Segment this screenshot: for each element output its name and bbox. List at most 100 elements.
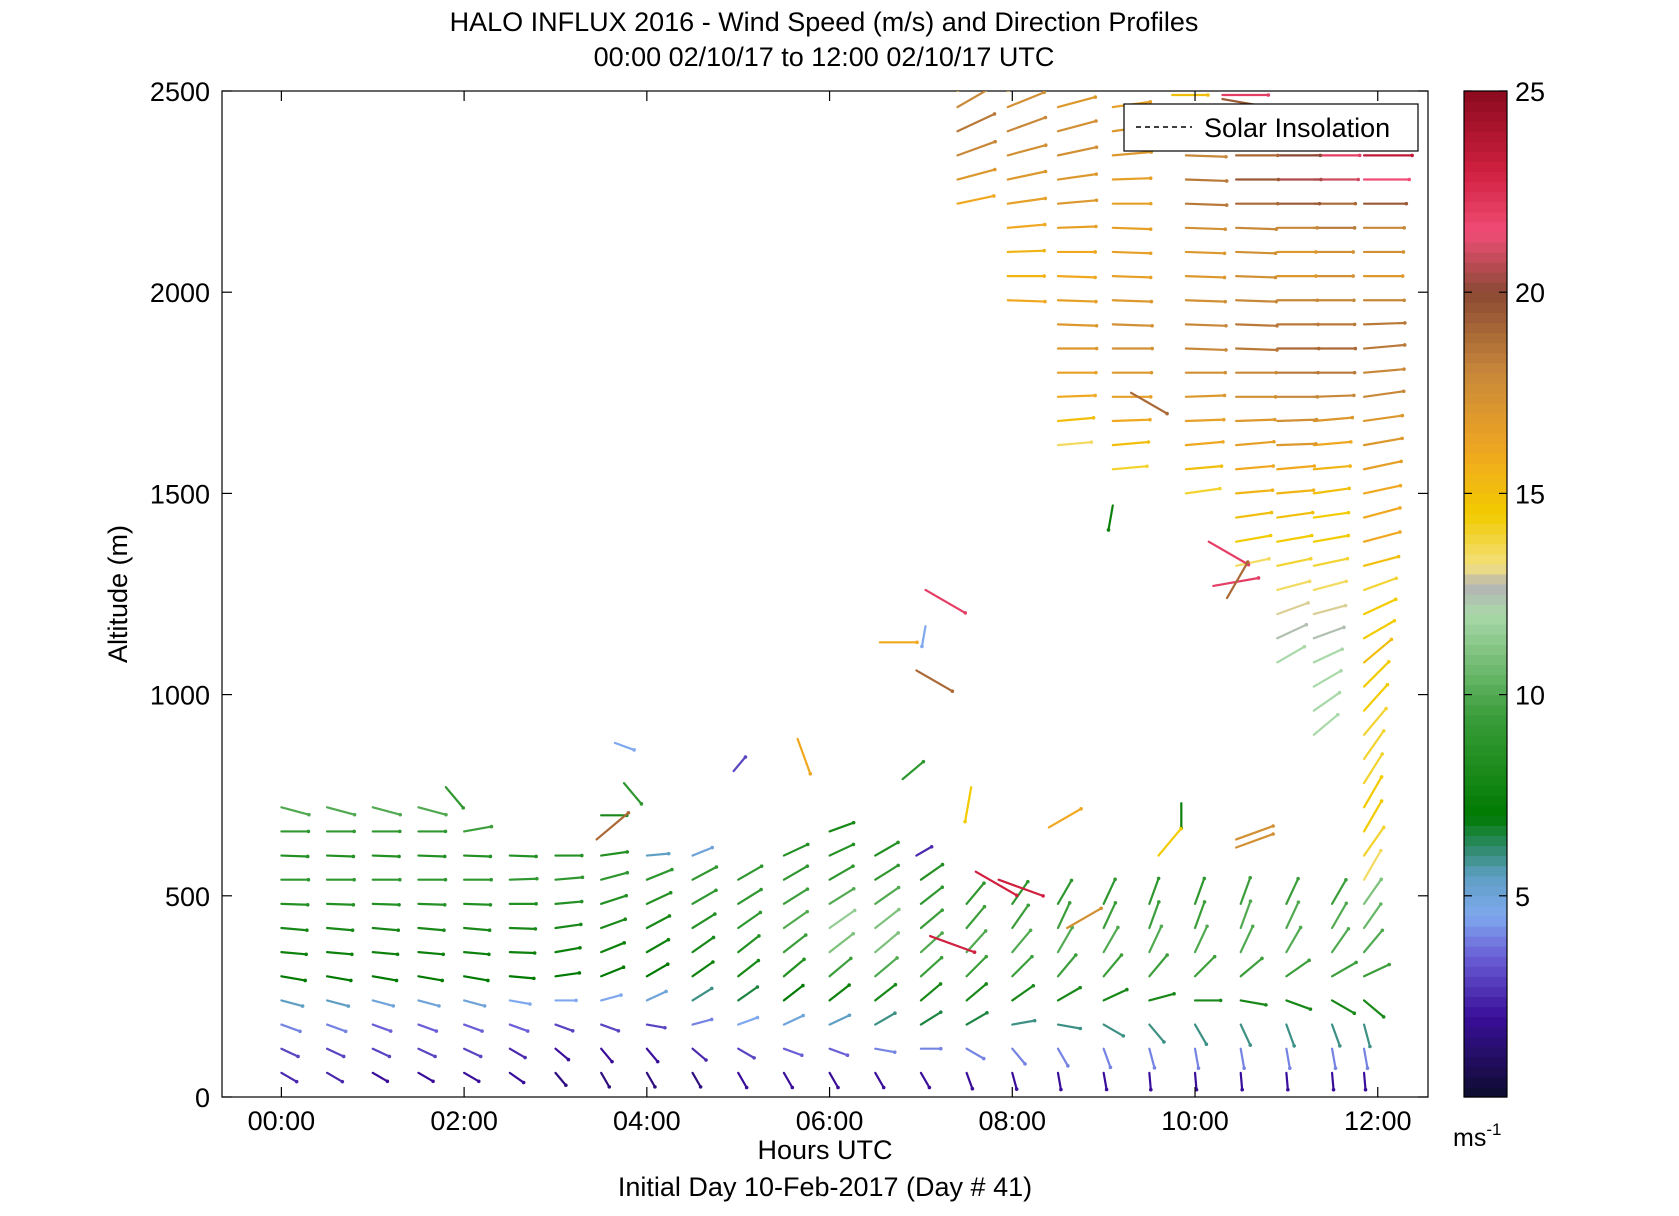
wind-vector-isolated-head: [1271, 824, 1275, 828]
wind-vector-head: [1346, 510, 1351, 515]
wind-vector-isolated: [928, 934, 976, 954]
wind-vector-head: [303, 978, 307, 983]
wind-vector: [1330, 1023, 1341, 1047]
wind-vector: [1235, 534, 1272, 543]
wind-vector-head: [1312, 464, 1317, 468]
wind-vector-head: [1269, 510, 1274, 515]
wind-vector-head: [1314, 441, 1318, 446]
wind-vector-isolated-head: [915, 640, 919, 645]
wind-vector: [828, 1014, 851, 1026]
colorbar-band: [1464, 151, 1507, 163]
wind-vector-head: [713, 912, 717, 916]
wind-vector-head: [443, 829, 448, 834]
wind-vector: [1285, 1047, 1291, 1070]
wind-vector-head: [1387, 962, 1392, 967]
wind-vector-head: [852, 908, 857, 913]
wind-vector-head: [1026, 903, 1031, 908]
wind-vector-head: [1357, 153, 1362, 158]
wind-vector-head: [982, 904, 987, 909]
colorbar-band: [1464, 453, 1507, 464]
wind-vector: [1184, 323, 1228, 327]
wind-vector: [1362, 530, 1402, 543]
wind-vector-head: [704, 1058, 708, 1062]
wind-vector-head: [1273, 251, 1278, 256]
wind-vector: [600, 994, 623, 1002]
wind-vector: [1111, 465, 1149, 471]
wind-vector: [600, 894, 628, 905]
wind-vector: [508, 854, 538, 858]
wind-vector-head: [981, 1056, 986, 1061]
wind-vector-head: [1271, 464, 1275, 468]
wind-vector-head: [1059, 1087, 1063, 1092]
colorbar-band: [1464, 221, 1507, 233]
wind-vector-isolated-head: [972, 950, 977, 955]
wind-vector-head: [398, 877, 402, 882]
wind-vector-head: [665, 962, 670, 967]
wind-vector-head: [341, 1054, 346, 1059]
wind-vector-head: [1224, 323, 1228, 328]
wind-vector-head: [1379, 902, 1383, 906]
colorbar-band: [1464, 493, 1507, 505]
wind-vector: [1276, 645, 1306, 664]
colorbar-band: [1464, 422, 1507, 434]
colorbar-band: [1464, 372, 1507, 384]
wind-vector: [1276, 418, 1318, 423]
wind-vector-head: [577, 971, 582, 975]
wind-vector: [1312, 487, 1351, 495]
colorbar-band: [1464, 231, 1507, 243]
wind-vector-head: [759, 864, 764, 868]
wind-vector-head: [1224, 348, 1228, 352]
wind-vector-head: [1398, 506, 1402, 510]
wind-vector: [1362, 799, 1383, 833]
wind-vector-head: [892, 1050, 897, 1054]
wind-vector: [1006, 249, 1046, 254]
wind-vector-head: [1389, 637, 1394, 642]
wind-vector-head: [801, 983, 805, 988]
wind-vector-head: [1093, 250, 1097, 254]
wind-vector-head: [927, 1085, 932, 1090]
wind-vector-head: [480, 1029, 484, 1033]
wind-vector-head: [993, 139, 997, 144]
wind-vector-head: [1206, 93, 1210, 97]
wind-vector-head: [1221, 417, 1226, 422]
wind-vector: [645, 891, 672, 905]
wind-vector-head: [1268, 533, 1273, 538]
wind-vector-head: [1204, 1042, 1209, 1047]
wind-vector-head: [305, 902, 310, 907]
wind-vector-head: [1296, 876, 1300, 881]
wind-vector-head: [1157, 900, 1161, 904]
wind-vector-head: [1410, 153, 1414, 158]
wind-vector: [1362, 775, 1383, 809]
wind-vector-isolated: [1157, 827, 1183, 857]
wind-vector: [1184, 178, 1228, 183]
wind-vector: [325, 854, 355, 858]
wind-vector: [1111, 418, 1152, 423]
wind-vector-head: [398, 829, 402, 834]
wind-vector-head: [1350, 415, 1355, 420]
wind-vector-head: [1346, 926, 1351, 931]
wind-vector: [1239, 900, 1252, 930]
wind-vector-head: [394, 978, 399, 983]
wind-vector-head: [1316, 370, 1320, 375]
wind-vector-head: [1352, 370, 1357, 375]
wind-vector-head: [1149, 299, 1154, 304]
wind-vector-head: [1150, 323, 1154, 328]
wind-vector: [1362, 484, 1402, 495]
colorbar-band: [1464, 714, 1507, 726]
wind-vector-isolated-head: [743, 755, 748, 759]
wind-vector: [1330, 1047, 1337, 1070]
wind-vector-head: [305, 928, 309, 933]
wind-vector: [782, 1047, 803, 1057]
wind-vector-head: [1148, 201, 1153, 206]
colorbar-band: [1464, 805, 1507, 816]
wind-vector-head: [709, 1017, 714, 1022]
wind-vector: [828, 865, 855, 881]
wind-vector-head: [607, 1085, 612, 1089]
wind-vector-head: [1248, 899, 1253, 904]
wind-vector: [1056, 926, 1074, 954]
wind-vector: [645, 852, 670, 857]
colorbar-band: [1464, 251, 1507, 263]
wind-vector: [1102, 901, 1117, 930]
wind-vector-head: [1288, 1066, 1292, 1071]
wind-vector-head: [1352, 1011, 1357, 1016]
